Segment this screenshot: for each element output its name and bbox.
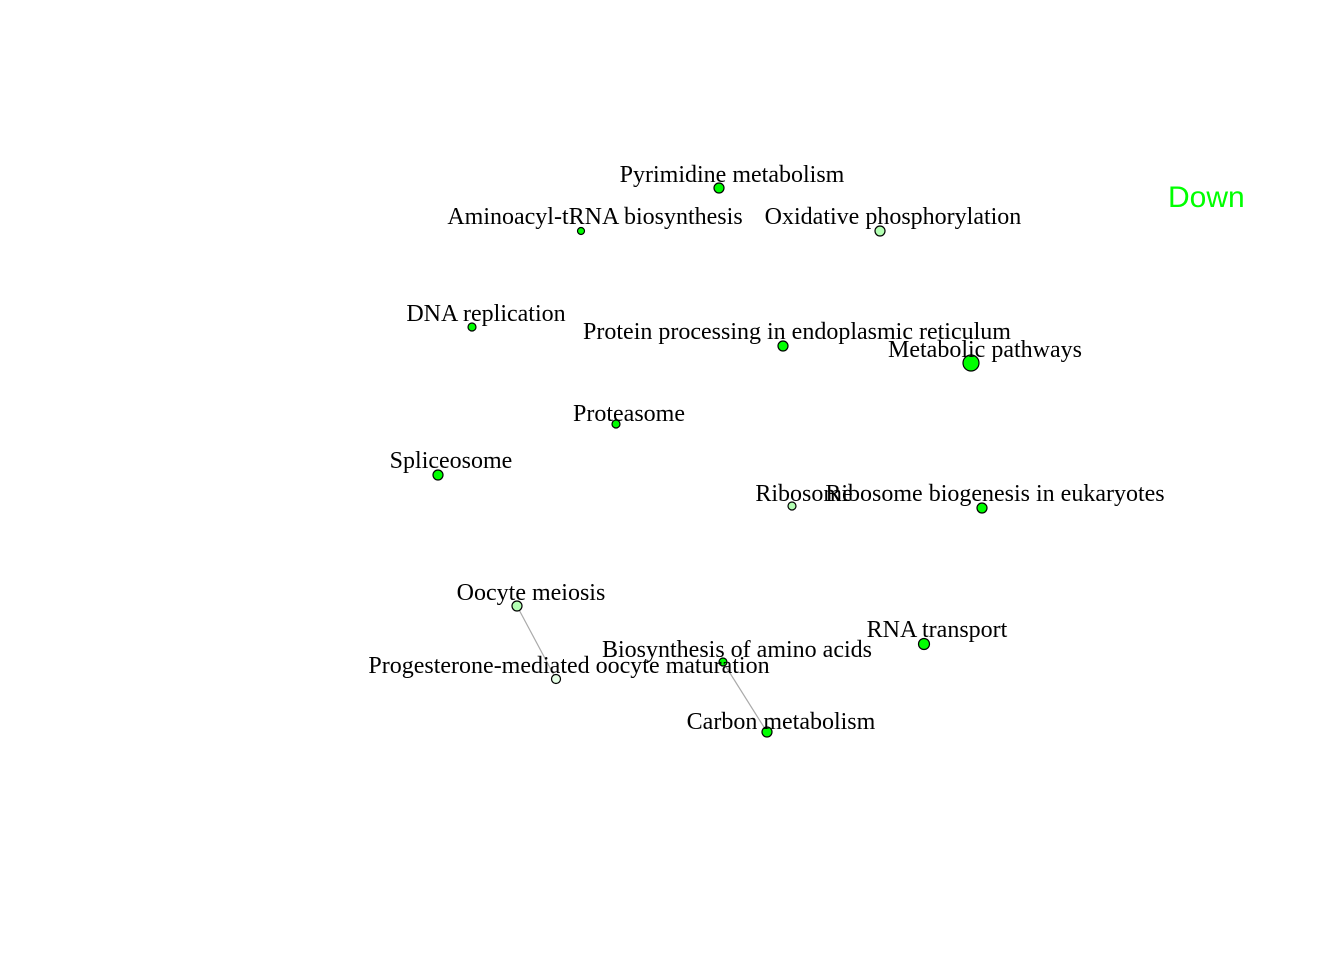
node-progesterone: Progesterone-mediated oocyte maturation xyxy=(368,653,770,685)
node-spliceosome: Spliceosome xyxy=(390,448,513,481)
node-label: Proteasome xyxy=(573,401,685,427)
node-label: Oocyte meiosis xyxy=(457,580,606,606)
node-label: Protein processing in endoplasmic reticu… xyxy=(583,319,1011,345)
node-label: DNA replication xyxy=(406,301,565,327)
node-marker xyxy=(976,502,988,514)
node-rna-transport: RNA transport xyxy=(867,617,1008,651)
node-label: Pyrimidine metabolism xyxy=(620,162,845,188)
node-marker xyxy=(611,419,621,429)
node-aminoacyl: Aminoacyl-tRNA biosynthesis xyxy=(447,204,743,236)
node-ribosome: Ribosome xyxy=(755,481,853,511)
node-marker xyxy=(550,673,562,685)
node-marker xyxy=(432,469,444,481)
node-dna-replication: DNA replication xyxy=(406,301,566,332)
node-protein-processing: Protein processing in endoplasmic reticu… xyxy=(583,319,1011,352)
node-label: Oxidative phosphorylation xyxy=(765,204,1022,230)
node-marker xyxy=(713,182,725,194)
node-marker xyxy=(777,340,789,352)
node-label: Ribosome biogenesis in eukaryotes xyxy=(825,481,1164,507)
node-proteasome: Proteasome xyxy=(573,401,685,429)
node-marker xyxy=(962,354,980,372)
node-marker xyxy=(467,322,477,332)
node-marker xyxy=(511,600,523,612)
legend-down-label: Down xyxy=(1168,181,1245,214)
node-label: Ribosome xyxy=(755,481,852,507)
node-label: Progesterone-mediated oocyte maturation xyxy=(368,653,769,679)
node-ribosome-biogenesis: Ribosome biogenesis in eukaryotes xyxy=(825,481,1165,514)
node-oxphos: Oxidative phosphorylation xyxy=(765,204,1022,237)
node-label: RNA transport xyxy=(867,617,1008,643)
node-marker xyxy=(761,726,773,738)
node-label: Metabolic pathways xyxy=(888,337,1082,363)
node-biosynthesis-aa: Biosynthesis of amino acids xyxy=(602,637,872,667)
nodes-layer: Pyrimidine metabolism Aminoacyl-tRNA bios… xyxy=(368,162,1165,738)
edge-biosynthesis-aa-carbon-metabolism xyxy=(722,661,768,733)
node-marker xyxy=(917,637,931,651)
node-marker xyxy=(874,225,886,237)
node-label: Aminoacyl-tRNA biosynthesis xyxy=(447,204,742,230)
node-carbon-metabolism: Carbon metabolism xyxy=(687,709,876,738)
node-label: Biosynthesis of amino acids xyxy=(602,637,872,663)
edges-layer xyxy=(516,605,768,733)
node-marker xyxy=(718,657,728,667)
node-oocyte-meiosis: Oocyte meiosis xyxy=(457,580,606,612)
node-metabolic: Metabolic pathways xyxy=(888,337,1082,372)
node-pyrimidine: Pyrimidine metabolism xyxy=(620,162,845,194)
node-marker xyxy=(787,501,797,511)
node-label: Spliceosome xyxy=(390,448,513,474)
node-marker xyxy=(576,226,586,236)
edge-oocyte-meiosis-progesterone xyxy=(516,605,557,680)
node-label: Carbon metabolism xyxy=(687,709,876,735)
